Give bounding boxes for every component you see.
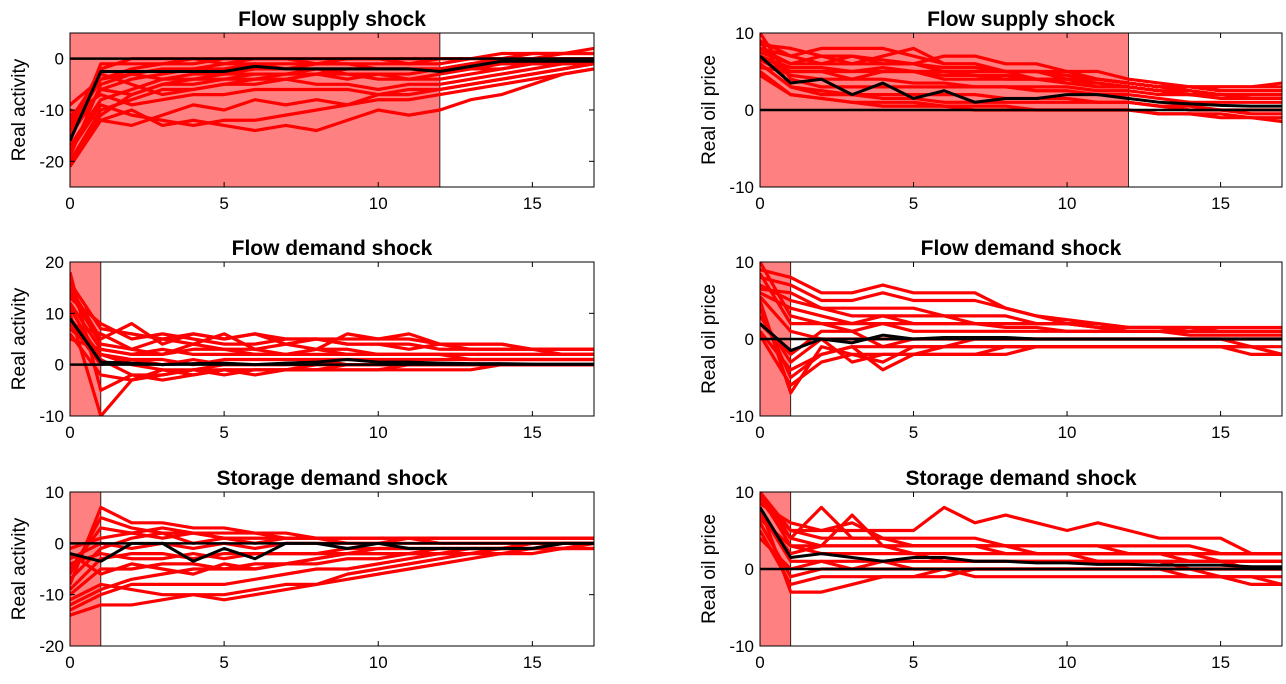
x-tick-label: 10 bbox=[369, 653, 388, 672]
x-tick-label: 5 bbox=[219, 653, 228, 672]
x-tick-label: 5 bbox=[219, 423, 228, 442]
panel-1: 0 5 10 15 -20 -10 0 Flow supply shock Real activ… bbox=[9, 8, 594, 213]
panel-title: Flow demand shock bbox=[921, 237, 1122, 260]
y-axis-label: Real oil price bbox=[699, 55, 720, 165]
y-tick-label: -20 bbox=[39, 152, 64, 171]
x-tick-label: 15 bbox=[1211, 653, 1230, 672]
y-tick-label: -10 bbox=[39, 407, 64, 426]
y-axis-label: Real activity bbox=[9, 287, 30, 390]
x-tick-label: 10 bbox=[369, 423, 388, 442]
panel-title: Flow supply shock bbox=[238, 8, 426, 31]
y-axis-label: Real oil price bbox=[699, 514, 720, 624]
y-tick-label: -10 bbox=[729, 637, 754, 656]
x-tick-label: 10 bbox=[1058, 194, 1077, 213]
panel-title: Storage demand shock bbox=[216, 467, 447, 490]
y-tick-label: 20 bbox=[45, 253, 64, 272]
panel-title: Flow supply shock bbox=[927, 8, 1115, 31]
y-tick-label: 10 bbox=[45, 304, 64, 323]
draw-line-11 bbox=[70, 283, 594, 350]
x-tick-label: 15 bbox=[523, 423, 542, 442]
x-tick-label: 0 bbox=[755, 653, 764, 672]
y-tick-label: -10 bbox=[39, 586, 64, 605]
x-tick-label: 10 bbox=[1058, 653, 1077, 672]
x-tick-label: 10 bbox=[369, 194, 388, 213]
y-tick-label: 0 bbox=[55, 50, 64, 69]
x-tick-label: 5 bbox=[909, 423, 918, 442]
y-axis-label: Real activity bbox=[9, 517, 30, 620]
y-tick-label: 10 bbox=[735, 483, 754, 502]
x-tick-label: 5 bbox=[219, 194, 228, 213]
draw-line-14 bbox=[70, 272, 594, 390]
draw-line-13 bbox=[760, 274, 1282, 332]
x-tick-label: 15 bbox=[1211, 423, 1230, 442]
x-tick-label: 15 bbox=[523, 653, 542, 672]
x-tick-label: 0 bbox=[755, 423, 764, 442]
x-tick-label: 0 bbox=[65, 194, 74, 213]
x-tick-label: 15 bbox=[523, 194, 542, 213]
y-tick-label: 10 bbox=[735, 253, 754, 272]
panel-title: Storage demand shock bbox=[905, 467, 1136, 490]
draw-line-12 bbox=[760, 335, 1282, 385]
x-tick-label: 5 bbox=[909, 194, 918, 213]
y-tick-label: -10 bbox=[729, 407, 754, 426]
x-tick-label: 0 bbox=[65, 423, 74, 442]
y-axis-label: Real activity bbox=[9, 58, 30, 161]
y-tick-label: -10 bbox=[39, 101, 64, 120]
y-tick-label: 0 bbox=[55, 534, 64, 553]
y-axis-label: Real oil price bbox=[699, 284, 720, 394]
y-tick-label: 0 bbox=[745, 560, 754, 579]
y-tick-label: -10 bbox=[729, 178, 754, 197]
x-tick-label: 5 bbox=[909, 653, 918, 672]
x-tick-label: 15 bbox=[1211, 194, 1230, 213]
y-tick-label: -20 bbox=[39, 637, 64, 656]
x-tick-label: 0 bbox=[65, 653, 74, 672]
x-tick-label: 0 bbox=[755, 194, 764, 213]
panel-5: 0 5 10 15 -20 -10 0 10 Storage demand shock Real … bbox=[9, 467, 594, 672]
y-tick-label: 10 bbox=[45, 483, 64, 502]
x-tick-label: 10 bbox=[1058, 423, 1077, 442]
y-tick-label: 0 bbox=[745, 101, 754, 120]
y-tick-label: 0 bbox=[745, 330, 754, 349]
y-tick-label: 0 bbox=[55, 356, 64, 375]
panel-title: Flow demand shock bbox=[232, 237, 433, 260]
y-tick-label: 10 bbox=[735, 24, 754, 43]
